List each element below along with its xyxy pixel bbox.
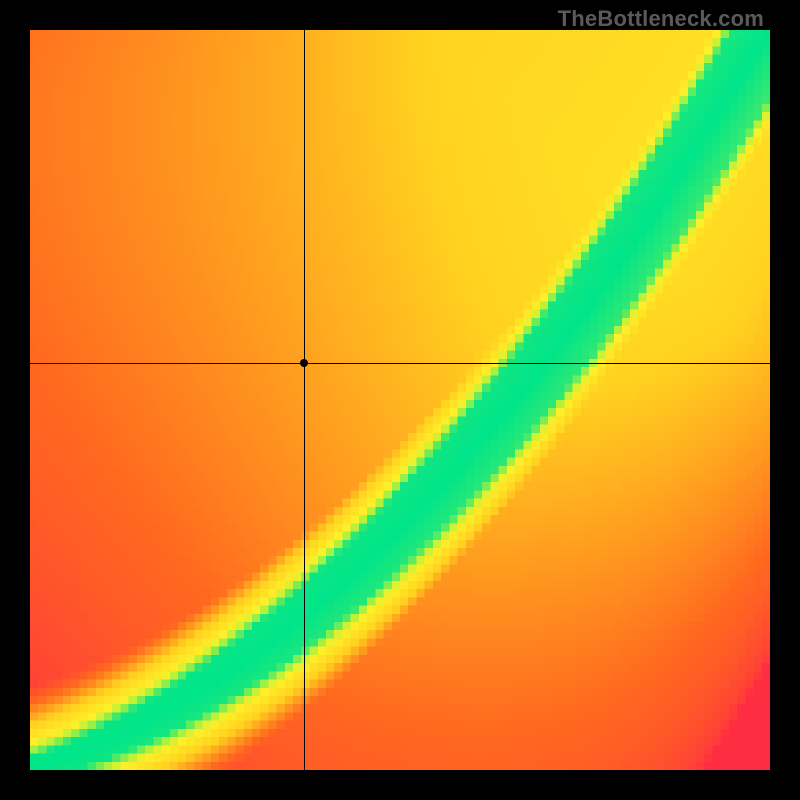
plot-area [30, 30, 770, 770]
crosshair-horizontal [30, 363, 770, 364]
page-root: { "watermark": { "text": "TheBottleneck.… [0, 0, 800, 800]
bottleneck-marker[interactable] [300, 359, 308, 367]
crosshair-vertical [304, 30, 305, 770]
heatmap-canvas [30, 30, 770, 770]
watermark-text: TheBottleneck.com [558, 6, 764, 32]
